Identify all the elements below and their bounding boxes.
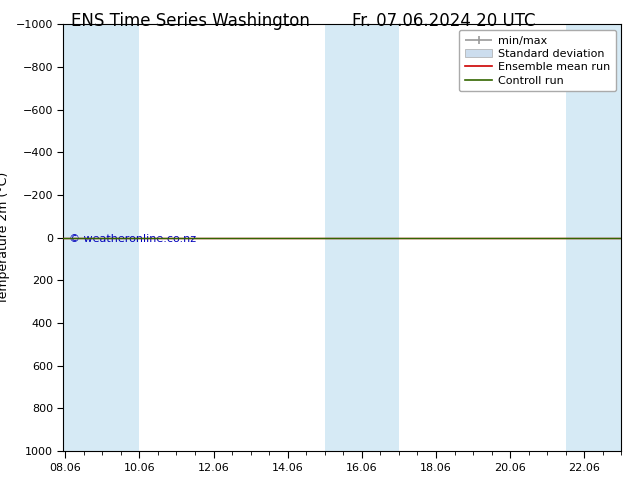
Legend: min/max, Standard deviation, Ensemble mean run, Controll run: min/max, Standard deviation, Ensemble me… — [459, 30, 616, 91]
Bar — [325, 24, 399, 451]
Bar — [63, 24, 139, 451]
Bar — [566, 24, 621, 451]
Y-axis label: Temperature 2m (°C): Temperature 2m (°C) — [0, 172, 10, 304]
Text: © weatheronline.co.nz: © weatheronline.co.nz — [69, 234, 196, 244]
Text: ENS Time Series Washington: ENS Time Series Washington — [71, 12, 309, 30]
Text: Fr. 07.06.2024 20 UTC: Fr. 07.06.2024 20 UTC — [352, 12, 536, 30]
